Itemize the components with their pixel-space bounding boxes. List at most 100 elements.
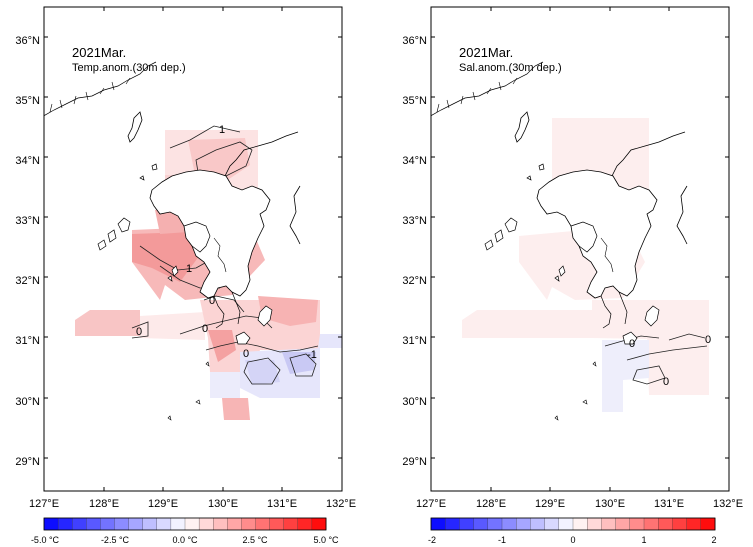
colorbar-cell [72,517,87,531]
colorbar-cell [184,517,200,531]
colorbar-cell [128,517,144,531]
sal-map-area [431,7,729,491]
sal-contour-label: 0 [663,376,669,388]
sal-contour-label: 0 [705,334,711,346]
lat-label: 33°N [402,215,427,227]
colorbar-cell [572,517,588,531]
lon-label: 131°E [654,498,684,510]
sal-contour-label: 0 [629,338,635,350]
lat-label: 36°N [15,35,40,47]
lat-label: 32°N [15,275,40,287]
lat-label: 31°N [15,335,40,347]
temp-contour-label: 1 [186,263,192,275]
sal-colorbar-label: -1 [498,535,506,545]
lat-label: 33°N [15,215,40,227]
colorbar-cell [558,517,574,531]
lon-label: 128°E [89,498,119,510]
temp-colorbar-label: 5.0 °C [313,535,339,545]
sal-panel: 0 0 0 2021Mar. Sal.anom.(30m dep.) 36°N … [402,6,743,545]
temp-contour-label: 0 [136,326,142,338]
colorbar-cell [198,517,214,531]
temp-lon-axis: 127°E 128°E 129°E 130°E 131°E 132°E [29,498,356,510]
sal-contours [604,333,708,385]
temp-contour-labels: 1 1 0 0 0 0 -1 [136,124,317,361]
temp-colorbar: -5.0 °C -2.5 °C 0.0 °C 2.5 °C 5.0 °C [31,517,339,545]
colorbar-cell [227,517,242,531]
sal-lon-axis: 127°E 128°E 129°E 130°E 131°E 132°E [416,498,743,510]
colorbar-cell [686,517,702,531]
colorbar-cell [156,517,172,531]
lon-label: 132°E [713,498,743,510]
lat-label: 34°N [402,155,427,167]
sal-colorbar-label: -2 [428,535,436,545]
colorbar-cell [311,517,327,531]
colorbar-cell [473,517,489,531]
temp-subtitle: Temp.anom.(30m dep.) [72,62,186,74]
colorbar-cell [86,517,101,531]
temp-contour-label: 0 [202,323,208,335]
sal-colorbar-cells [430,517,716,531]
temp-colorbar-label: 0.0 °C [172,535,198,545]
lat-label: 29°N [15,456,40,468]
temp-contour-label: 0 [243,348,249,360]
temp-contour-label: -1 [307,349,317,361]
colorbar-cell [57,517,73,531]
colorbar-cell [142,517,158,531]
lon-label: 130°E [595,498,625,510]
sal-subtitle: Sal.anom.(30m dep.) [459,62,562,74]
lat-label: 35°N [402,95,427,107]
colorbar-cell [516,517,531,531]
lat-label: 30°N [402,396,427,408]
lat-label: 34°N [15,155,40,167]
colorbar-cell [601,517,617,531]
sal-lat-axis: 36°N 35°N 34°N 33°N 32°N 31°N 30°N 29°N [402,35,427,468]
colorbar-cell [615,517,631,531]
sal-ticks [431,7,729,491]
sal-colorbar-label: 2 [711,535,716,545]
colorbar-cell [544,517,560,531]
lat-label: 29°N [402,456,427,468]
sal-map-frame [430,6,730,492]
colorbar-cell [100,517,115,531]
colorbar-cell [629,517,645,531]
temp-colorbar-cells [43,517,327,531]
lon-label: 127°E [416,498,446,510]
temp-colorbar-label: 2.5 °C [242,535,268,545]
lon-label: 132°E [326,498,356,510]
colorbar-cell [501,517,517,531]
lon-label: 128°E [476,498,506,510]
colorbar-cell [43,517,59,531]
temp-contours [131,125,319,385]
colorbar-cell [213,517,228,531]
sal-contour-labels: 0 0 0 [629,334,711,388]
lon-label: 129°E [148,498,178,510]
sal-colorbar: -2 -1 0 1 2 [428,517,717,545]
lon-label: 129°E [535,498,565,510]
lat-label: 36°N [402,35,427,47]
colorbar-cell [487,517,503,531]
colorbar-cell [269,517,285,531]
colorbar-cell [170,517,186,531]
lat-label: 35°N [15,95,40,107]
colorbar-cell [530,517,546,531]
lat-label: 31°N [402,335,427,347]
colorbar-cell [255,517,271,531]
colorbar-cell [700,517,716,531]
temp-ticks [44,7,342,491]
lon-label: 127°E [29,498,59,510]
lon-label: 130°E [208,498,238,510]
temp-map-area [44,7,342,491]
temp-lat-axis: 36°N 35°N 34°N 33°N 32°N 31°N 30°N 29°N [15,35,40,468]
sal-title: 2021Mar. [459,45,513,60]
colorbar-cell [241,517,256,531]
colorbar-cell [283,517,299,531]
sal-colorbar-label: 0 [570,535,575,545]
colorbar-cell [459,517,475,531]
colorbar-cell [643,517,659,531]
temp-colorbar-label: -2.5 °C [101,535,130,545]
lat-label: 30°N [15,396,40,408]
temp-map-frame [43,6,343,492]
temp-panel: 1 1 0 0 0 0 -1 2021Mar. Temp.anom.(30m d… [15,6,356,545]
colorbar-cell [658,517,673,531]
